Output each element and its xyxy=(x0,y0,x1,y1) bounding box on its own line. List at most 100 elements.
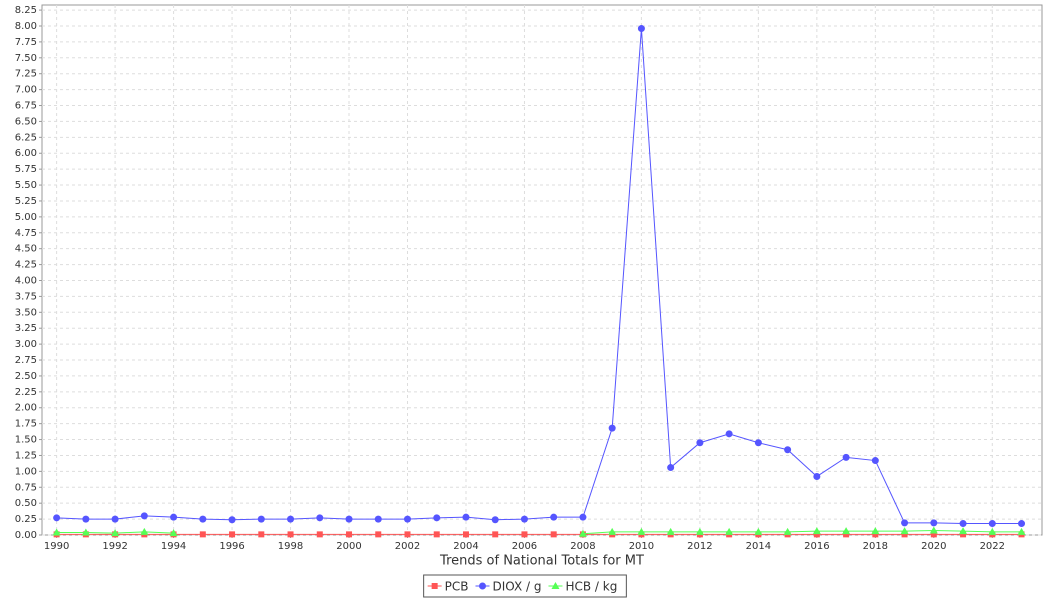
y-tick-label: 1.00 xyxy=(15,466,37,477)
legend-label: PCB xyxy=(445,580,469,594)
y-tick-label: 3.50 xyxy=(15,307,37,318)
y-tick-label: 0.75 xyxy=(15,482,37,493)
marker xyxy=(929,526,938,534)
marker xyxy=(257,515,265,523)
marker xyxy=(492,531,499,538)
marker xyxy=(287,531,294,538)
marker xyxy=(725,430,733,438)
y-tick-label: 3.00 xyxy=(15,339,37,350)
marker xyxy=(229,531,236,538)
marker xyxy=(988,520,996,528)
y-tick-label: 8.00 xyxy=(15,21,37,32)
y-tick-label: 4.50 xyxy=(15,244,37,255)
marker xyxy=(579,513,587,521)
marker xyxy=(81,528,90,536)
marker xyxy=(52,528,61,536)
marker xyxy=(375,531,382,538)
x-tick-label: 2010 xyxy=(629,541,654,552)
x-tick-label: 1994 xyxy=(161,541,186,552)
marker xyxy=(462,513,470,521)
marker xyxy=(988,527,997,535)
x-tick-label: 1992 xyxy=(102,541,127,552)
marker xyxy=(1018,520,1026,528)
legend-marker xyxy=(551,582,560,589)
y-tick-label: 5.25 xyxy=(15,196,37,207)
marker xyxy=(520,515,528,523)
marker xyxy=(784,446,792,454)
y-tick-label: 6.00 xyxy=(15,148,37,159)
marker xyxy=(578,529,587,537)
y-tick-label: 7.50 xyxy=(15,53,37,64)
y-tick-label: 1.50 xyxy=(15,435,37,446)
legend-label: HCB / kg xyxy=(565,580,617,594)
marker xyxy=(433,531,440,538)
marker xyxy=(812,527,821,535)
marker xyxy=(783,527,792,535)
y-tick-label: 6.25 xyxy=(15,132,37,143)
marker xyxy=(725,527,734,535)
y-tick-label: 2.25 xyxy=(15,387,37,398)
legend-marker xyxy=(479,582,487,590)
y-tick-label: 2.50 xyxy=(15,371,37,382)
marker xyxy=(1017,527,1026,535)
marker xyxy=(813,472,821,480)
marker xyxy=(199,515,207,523)
x-tick-label: 2000 xyxy=(336,541,361,552)
marker xyxy=(901,531,908,538)
series-line xyxy=(56,28,1022,525)
y-tick-label: 4.25 xyxy=(15,260,37,271)
marker xyxy=(287,515,295,523)
marker xyxy=(346,531,353,538)
marker xyxy=(462,531,469,538)
marker xyxy=(258,531,265,538)
marker xyxy=(345,515,353,523)
marker xyxy=(403,515,411,523)
y-tick-label: 2.00 xyxy=(15,403,37,414)
marker xyxy=(695,527,704,535)
y-tick-label: 5.00 xyxy=(15,212,37,223)
x-tick-label: 2012 xyxy=(687,541,712,552)
marker xyxy=(608,527,617,535)
y-tick-label: 8.25 xyxy=(15,5,37,16)
marker xyxy=(53,514,61,522)
x-tick-label: 1990 xyxy=(44,541,69,552)
marker xyxy=(111,515,119,523)
marker xyxy=(901,519,909,527)
y-tick-label: 4.00 xyxy=(15,275,37,286)
y-tick-label: 7.25 xyxy=(15,69,37,80)
marker xyxy=(608,424,616,432)
marker xyxy=(491,516,499,524)
x-tick-label: 2020 xyxy=(921,541,946,552)
y-tick-label: 5.75 xyxy=(15,164,37,175)
marker xyxy=(930,519,938,527)
y-tick-label: 4.75 xyxy=(15,228,37,239)
marker xyxy=(374,515,382,523)
marker xyxy=(872,531,879,538)
x-tick-label: 1996 xyxy=(219,541,244,552)
y-tick-label: 0.50 xyxy=(15,498,37,509)
legend-marker xyxy=(431,583,438,589)
x-tick-label: 2004 xyxy=(453,541,478,552)
marker xyxy=(404,531,411,538)
marker xyxy=(316,514,324,522)
y-tick-label: 6.50 xyxy=(15,116,37,127)
y-tick-label: 2.75 xyxy=(15,355,37,366)
y-tick-label: 6.75 xyxy=(15,101,37,112)
marker xyxy=(960,531,967,538)
y-tick-label: 3.25 xyxy=(15,323,37,334)
y-tick-label: 1.25 xyxy=(15,450,37,461)
x-tick-label: 2022 xyxy=(980,541,1005,552)
marker xyxy=(666,527,675,535)
marker xyxy=(550,513,558,521)
marker xyxy=(930,531,937,538)
x-tick-label: 2002 xyxy=(395,541,420,552)
marker xyxy=(140,512,148,520)
marker xyxy=(900,527,909,535)
marker xyxy=(228,516,236,524)
y-tick-label: 7.75 xyxy=(15,37,37,48)
marker xyxy=(959,520,967,528)
marker xyxy=(169,529,178,537)
marker xyxy=(170,513,178,521)
legend-box xyxy=(423,574,627,598)
